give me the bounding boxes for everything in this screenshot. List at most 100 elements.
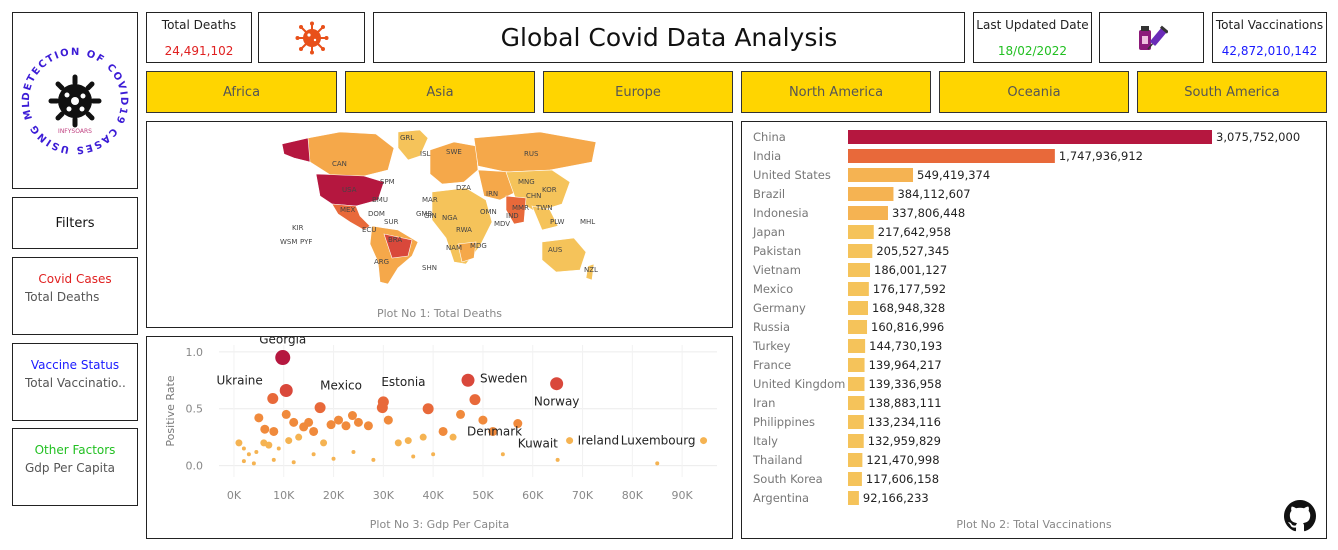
- vaccination-bar[interactable]: [848, 301, 868, 315]
- scatter-point[interactable]: [334, 415, 344, 425]
- vaccination-bar[interactable]: [848, 187, 894, 201]
- filter-vaccine-status-value[interactable]: Total Vaccinatio..: [25, 376, 126, 390]
- vaccination-bar[interactable]: [848, 149, 1055, 163]
- scatter-point[interactable]: [431, 452, 436, 457]
- scatter-point[interactable]: [276, 446, 281, 451]
- filter-other-factors-value[interactable]: Gdp Per Capita: [25, 461, 116, 475]
- region-button-oceania[interactable]: Oceania: [939, 71, 1129, 113]
- map-label-spm: SPM: [380, 178, 395, 186]
- scatter-point[interactable]: [289, 417, 299, 427]
- region-button-africa[interactable]: Africa: [146, 71, 337, 113]
- scatter-point[interactable]: [419, 433, 427, 441]
- vaccination-bar[interactable]: [848, 396, 865, 410]
- scatter-point[interactable]: [555, 457, 560, 462]
- virus-icon: [295, 21, 328, 54]
- filters-title: Filters: [55, 215, 95, 231]
- scatter-point[interactable]: [513, 419, 523, 429]
- scatter-point[interactable]: [326, 420, 336, 430]
- scatter-point[interactable]: [449, 433, 457, 441]
- region-button-south-america[interactable]: South America: [1137, 71, 1327, 113]
- scatter-point[interactable]: [331, 456, 336, 461]
- scatter-point[interactable]: [269, 426, 279, 436]
- vaccination-bar[interactable]: [848, 244, 873, 258]
- filter-other-factors[interactable]: Other Factors Gdp Per Capita: [12, 428, 138, 506]
- scatter-point[interactable]: [279, 384, 293, 398]
- vaccination-bar[interactable]: [848, 339, 866, 353]
- vaccination-bar[interactable]: [848, 320, 868, 334]
- scatter-point[interactable]: [469, 394, 481, 406]
- vaccination-bar[interactable]: [848, 225, 874, 239]
- scatter-point[interactable]: [254, 449, 259, 454]
- vaccination-bar[interactable]: [848, 453, 863, 467]
- scatter-point[interactable]: [260, 424, 270, 434]
- scatter-point[interactable]: [295, 433, 303, 441]
- vaccine-icon-card: [1099, 12, 1204, 63]
- filter-vaccine-status[interactable]: Vaccine Status Total Vaccinatio..: [12, 343, 138, 421]
- scatter-point[interactable]: [275, 350, 291, 366]
- vaccinations-bar-chart[interactable]: China 3,075,752,000 India 1,747,936,912 Unit…: [742, 122, 1326, 512]
- scatter-point[interactable]: [235, 439, 243, 447]
- vaccination-bar[interactable]: [848, 206, 888, 220]
- scatter-point[interactable]: [438, 426, 448, 436]
- world-map[interactable]: GRL ISL SWE RUS CAN USA SPM BMU MEX DOM ECU SUR BRA A…: [280, 126, 600, 288]
- scatter-point[interactable]: [376, 402, 388, 414]
- scatter-point[interactable]: [550, 377, 564, 391]
- scatter-point[interactable]: [246, 452, 251, 457]
- vaccination-bar[interactable]: [848, 168, 914, 182]
- scatter-point[interactable]: [363, 421, 373, 431]
- vaccination-bar[interactable]: [848, 377, 865, 391]
- scatter-point[interactable]: [281, 409, 291, 419]
- vaccination-bar[interactable]: [848, 130, 1212, 144]
- github-icon[interactable]: [1284, 500, 1316, 532]
- gdp-scatter-plot[interactable]: 0.0 0.5 1.0 0K 10K 20K 30K 40K 50K 60K 70K 80K 90K Po…: [147, 337, 732, 517]
- map-label-swe: SWE: [446, 148, 462, 156]
- scatter-point[interactable]: [488, 426, 498, 436]
- scatter-point[interactable]: [251, 461, 256, 466]
- scatter-point[interactable]: [394, 439, 402, 447]
- scatter-point[interactable]: [241, 446, 246, 451]
- scatter-point[interactable]: [285, 437, 293, 445]
- scatter-point[interactable]: [351, 449, 356, 454]
- scatter-point[interactable]: [320, 439, 328, 447]
- bar-category-label: Philippines: [753, 415, 815, 429]
- scatter-point[interactable]: [383, 415, 393, 425]
- vaccination-bar[interactable]: [848, 282, 869, 296]
- scatter-point[interactable]: [347, 411, 357, 421]
- scatter-point[interactable]: [341, 421, 351, 431]
- scatter-point[interactable]: [456, 409, 466, 419]
- scatter-point[interactable]: [422, 403, 434, 415]
- scatter-point[interactable]: [314, 402, 326, 414]
- scatter-point[interactable]: [311, 452, 316, 457]
- scatter-point[interactable]: [566, 437, 574, 445]
- vaccination-bar[interactable]: [848, 263, 871, 277]
- scatter-point[interactable]: [404, 437, 412, 445]
- vaccination-bar[interactable]: [848, 358, 865, 372]
- scatter-point[interactable]: [411, 454, 416, 459]
- vaccination-bar[interactable]: [848, 415, 864, 429]
- scatter-point[interactable]: [291, 460, 296, 465]
- scatter-point[interactable]: [353, 417, 363, 427]
- filter-covid-cases-value[interactable]: Total Deaths: [25, 290, 100, 304]
- scatter-point[interactable]: [271, 457, 276, 462]
- scatter-point[interactable]: [700, 437, 708, 445]
- bar-category-label: Argentina: [753, 491, 809, 505]
- scatter-point[interactable]: [265, 441, 273, 449]
- scatter-point[interactable]: [267, 392, 279, 404]
- region-button-north-america[interactable]: North America: [741, 71, 931, 113]
- vaccination-bar[interactable]: [848, 472, 862, 486]
- scatter-point[interactable]: [254, 413, 264, 423]
- scatter-point[interactable]: [241, 459, 246, 464]
- scatter-point[interactable]: [309, 426, 319, 436]
- filter-covid-cases[interactable]: Covid Cases Total Deaths: [12, 257, 138, 335]
- scatter-point[interactable]: [500, 452, 505, 457]
- scatter-point[interactable]: [304, 417, 314, 427]
- vaccination-bar[interactable]: [848, 491, 859, 505]
- map-label-mhl: MHL: [580, 218, 595, 226]
- region-button-asia[interactable]: Asia: [345, 71, 535, 113]
- scatter-point[interactable]: [655, 461, 660, 466]
- region-button-europe[interactable]: Europe: [543, 71, 733, 113]
- scatter-point[interactable]: [371, 457, 376, 462]
- scatter-point[interactable]: [478, 415, 488, 425]
- vaccination-bar[interactable]: [848, 434, 864, 448]
- scatter-point[interactable]: [461, 373, 475, 387]
